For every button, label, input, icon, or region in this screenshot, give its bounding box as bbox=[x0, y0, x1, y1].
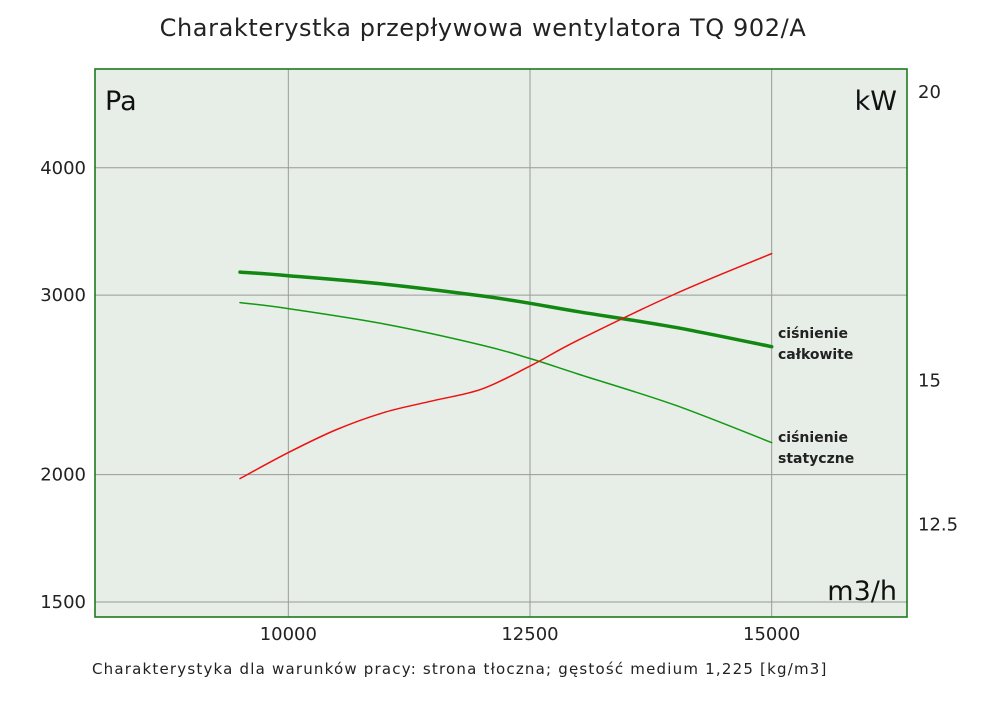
plot-background bbox=[95, 69, 907, 617]
series-line-moc bbox=[239, 252, 773, 480]
y-left-unit-label: Pa bbox=[105, 86, 137, 117]
y-right-tick-label: 20 bbox=[918, 82, 941, 103]
series-label-total-line1: ciśnienie bbox=[778, 326, 848, 342]
x-tick-label: 10000 bbox=[260, 624, 317, 645]
x-tick-label: 15000 bbox=[743, 624, 800, 645]
y-right-unit-label: kW bbox=[855, 86, 897, 117]
chart-title: Charakterystka przepływowa wentylatora T… bbox=[159, 14, 807, 42]
y-right-tick-label: 12.5 bbox=[918, 515, 958, 536]
series-line-ciśnienie-statyczne bbox=[239, 301, 773, 444]
x-unit-label: m3/h bbox=[827, 576, 897, 607]
series-layer bbox=[238, 252, 774, 480]
y-left-tick-label: 4000 bbox=[40, 158, 86, 179]
series-label-total-line2: całkowite bbox=[778, 347, 853, 363]
y-left-tick-label: 2000 bbox=[40, 465, 86, 486]
tick-layer: 10000 12500 15000 1500 2000 3000 4000 12.5 15 20 bbox=[40, 82, 958, 645]
plot-frame bbox=[94, 68, 908, 618]
y-left-tick-label: 1500 bbox=[40, 592, 86, 613]
y-right-tick-label: 15 bbox=[918, 370, 941, 391]
chart-footnote: Charakterystyka dla warunków pracy: stro… bbox=[92, 660, 828, 678]
x-tick-label: 12500 bbox=[501, 624, 558, 645]
series-label-static-line1: ciśnienie bbox=[778, 430, 848, 446]
grid-layer bbox=[95, 69, 907, 617]
series-line-ciśnienie-całkowite bbox=[238, 270, 774, 349]
series-label-static-line2: statyczne bbox=[778, 451, 854, 467]
y-left-tick-label: 3000 bbox=[40, 285, 86, 306]
